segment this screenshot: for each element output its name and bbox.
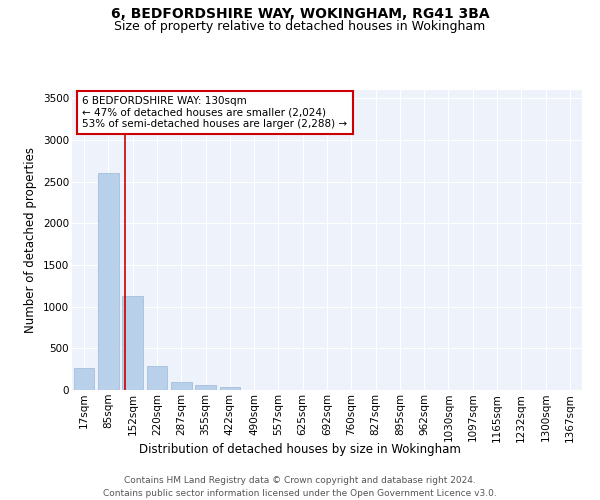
- Bar: [146, 366, 167, 390]
- Bar: [122, 296, 143, 390]
- Text: 6, BEDFORDSHIRE WAY, WOKINGHAM, RG41 3BA: 6, BEDFORDSHIRE WAY, WOKINGHAM, RG41 3BA: [110, 8, 490, 22]
- Bar: [220, 387, 240, 390]
- Bar: [74, 368, 94, 390]
- Text: Contains HM Land Registry data © Crown copyright and database right 2024.
Contai: Contains HM Land Registry data © Crown c…: [103, 476, 497, 498]
- Text: 6 BEDFORDSHIRE WAY: 130sqm
← 47% of detached houses are smaller (2,024)
53% of s: 6 BEDFORDSHIRE WAY: 130sqm ← 47% of deta…: [82, 96, 347, 129]
- Bar: [195, 386, 216, 390]
- Bar: [98, 174, 119, 390]
- Text: Size of property relative to detached houses in Wokingham: Size of property relative to detached ho…: [115, 20, 485, 33]
- Text: Distribution of detached houses by size in Wokingham: Distribution of detached houses by size …: [139, 442, 461, 456]
- Y-axis label: Number of detached properties: Number of detached properties: [25, 147, 37, 333]
- Bar: [171, 382, 191, 390]
